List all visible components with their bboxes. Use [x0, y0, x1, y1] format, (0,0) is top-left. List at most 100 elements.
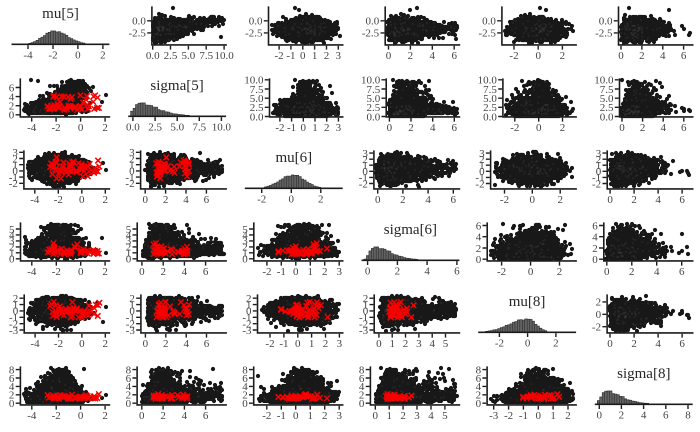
svg-text:2: 2	[363, 293, 369, 305]
svg-text:-1: -1	[277, 410, 286, 422]
svg-text:2: 2	[12, 153, 18, 165]
svg-text:1: 1	[308, 266, 314, 278]
svg-text:0.0: 0.0	[365, 16, 379, 28]
svg-text:2: 2	[242, 242, 248, 254]
svg-text:0: 0	[79, 338, 85, 350]
svg-text:2: 2	[126, 242, 132, 254]
svg-text:4: 4	[9, 230, 15, 242]
svg-text:sigma[6]: sigma[6]	[384, 222, 437, 238]
svg-text:2: 2	[102, 410, 108, 422]
svg-text:-2: -2	[475, 178, 484, 190]
svg-text:3: 3	[362, 148, 368, 160]
svg-text:5.0: 5.0	[600, 93, 614, 105]
svg-text:4: 4	[641, 410, 647, 422]
svg-text:0: 0	[9, 110, 15, 122]
svg-text:2: 2	[596, 154, 602, 166]
svg-text:2: 2	[322, 410, 328, 422]
svg-text:-4: -4	[31, 338, 41, 350]
svg-text:-2: -2	[265, 338, 274, 350]
svg-text:0: 0	[142, 194, 148, 206]
svg-text:0: 0	[373, 410, 379, 422]
svg-text:2: 2	[557, 194, 563, 206]
svg-text:1: 1	[126, 248, 132, 260]
svg-text:1: 1	[362, 160, 368, 172]
svg-text:8: 8	[242, 364, 248, 376]
svg-text:0: 0	[604, 266, 610, 278]
svg-text:4: 4	[126, 230, 132, 242]
svg-text:6: 6	[679, 338, 685, 350]
svg-text:2: 2	[129, 293, 135, 305]
svg-text:0.0: 0.0	[483, 111, 497, 123]
svg-text:2.5: 2.5	[250, 102, 264, 114]
svg-text:-2: -2	[359, 178, 368, 190]
svg-text:-2: -2	[495, 338, 504, 350]
svg-text:0.0: 0.0	[250, 111, 264, 123]
svg-text:-1: -1	[126, 312, 135, 324]
svg-text:2: 2	[557, 266, 563, 278]
svg-text:2: 2	[100, 50, 106, 62]
svg-text:-2.5: -2.5	[128, 28, 146, 40]
svg-text:-2: -2	[592, 178, 601, 190]
svg-text:4: 4	[655, 338, 661, 350]
svg-text:2: 2	[129, 153, 135, 165]
svg-text:-1: -1	[592, 172, 601, 184]
svg-text:-2: -2	[54, 338, 63, 350]
svg-text:0: 0	[78, 122, 84, 134]
svg-text:6: 6	[663, 410, 669, 422]
svg-text:6: 6	[451, 194, 457, 206]
svg-text:-1: -1	[9, 172, 18, 184]
svg-text:0: 0	[79, 194, 85, 206]
svg-text:0: 0	[126, 254, 132, 266]
svg-text:-3: -3	[489, 410, 499, 422]
svg-text:-1: -1	[279, 338, 288, 350]
svg-text:4: 4	[182, 410, 188, 422]
svg-text:2: 2	[102, 122, 108, 134]
svg-text:3: 3	[596, 148, 602, 160]
svg-text:8: 8	[476, 364, 482, 376]
svg-text:4: 4	[424, 266, 430, 278]
svg-text:5: 5	[9, 224, 15, 236]
svg-text:2: 2	[479, 154, 485, 166]
svg-text:2: 2	[631, 338, 637, 350]
svg-text:8: 8	[9, 364, 15, 376]
svg-text:-1: -1	[277, 266, 286, 278]
svg-text:-1: -1	[359, 172, 368, 184]
svg-text:0.0: 0.0	[146, 50, 160, 62]
svg-text:3: 3	[336, 410, 342, 422]
svg-text:0: 0	[246, 306, 252, 318]
svg-text:0: 0	[129, 166, 135, 178]
svg-text:3: 3	[242, 236, 248, 248]
svg-text:2: 2	[560, 50, 566, 62]
svg-text:4: 4	[660, 50, 666, 62]
svg-text:-1: -1	[125, 172, 134, 184]
svg-text:0: 0	[618, 50, 624, 62]
svg-text:-2: -2	[242, 319, 251, 331]
svg-text:2: 2	[103, 194, 109, 206]
svg-text:3: 3	[336, 122, 342, 134]
svg-text:4: 4	[242, 381, 248, 393]
svg-text:-2.5: -2.5	[478, 28, 496, 40]
svg-text:3: 3	[336, 266, 342, 278]
svg-text:5.0: 5.0	[182, 50, 196, 62]
svg-text:0: 0	[126, 398, 132, 410]
svg-text:0: 0	[359, 398, 365, 410]
svg-text:2.5: 2.5	[366, 102, 380, 114]
svg-text:2: 2	[476, 243, 482, 255]
svg-text:-2: -2	[497, 266, 506, 278]
svg-text:0: 0	[139, 266, 145, 278]
svg-text:4: 4	[428, 410, 434, 422]
svg-text:0: 0	[365, 266, 371, 278]
svg-text:0.0: 0.0	[600, 111, 614, 123]
svg-text:2: 2	[640, 122, 646, 134]
svg-text:0.0: 0.0	[599, 16, 613, 28]
svg-text:0: 0	[375, 194, 381, 206]
svg-text:-3: -3	[126, 325, 136, 337]
svg-text:1: 1	[479, 160, 485, 172]
svg-text:7.5: 7.5	[366, 84, 380, 96]
svg-text:-2: -2	[262, 266, 271, 278]
svg-text:0: 0	[607, 338, 613, 350]
svg-text:0: 0	[607, 194, 613, 206]
svg-text:2: 2	[476, 390, 482, 402]
svg-text:6: 6	[359, 373, 365, 385]
svg-text:0: 0	[476, 398, 482, 410]
